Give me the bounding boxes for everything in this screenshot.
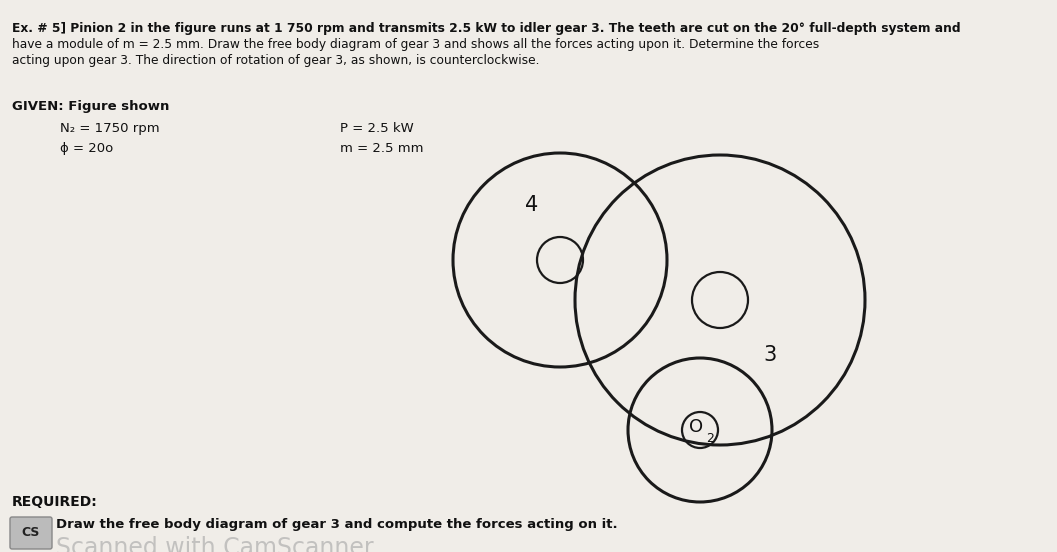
- Text: m = 2.5 mm: m = 2.5 mm: [340, 142, 424, 155]
- Text: 4: 4: [525, 195, 539, 215]
- Text: N₂ = 1750 rpm: N₂ = 1750 rpm: [60, 122, 160, 135]
- Text: Draw the free body diagram of gear 3 and compute the forces acting on it.: Draw the free body diagram of gear 3 and…: [56, 518, 617, 531]
- Text: Scanned with CamScanner: Scanned with CamScanner: [56, 536, 373, 552]
- FancyBboxPatch shape: [10, 517, 52, 549]
- Text: O: O: [689, 418, 703, 436]
- Text: P = 2.5 kW: P = 2.5 kW: [340, 122, 413, 135]
- Text: acting upon gear 3. The direction of rotation of gear 3, as shown, is counterclo: acting upon gear 3. The direction of rot…: [12, 54, 539, 67]
- Text: 2: 2: [706, 432, 713, 444]
- Text: REQUIRED:: REQUIRED:: [12, 495, 97, 509]
- Text: ϕ = 20o: ϕ = 20o: [60, 142, 113, 155]
- Text: 3: 3: [763, 345, 777, 365]
- Text: GIVEN: Figure shown: GIVEN: Figure shown: [12, 100, 169, 113]
- Text: have a module of m = 2.5 mm. Draw the free body diagram of gear 3 and shows all : have a module of m = 2.5 mm. Draw the fr…: [12, 38, 819, 51]
- Text: CS: CS: [22, 527, 40, 539]
- Text: Ex. # 5] Pinion 2 in the figure runs at 1 750 rpm and transmits 2.5 kW to idler : Ex. # 5] Pinion 2 in the figure runs at …: [12, 22, 961, 35]
